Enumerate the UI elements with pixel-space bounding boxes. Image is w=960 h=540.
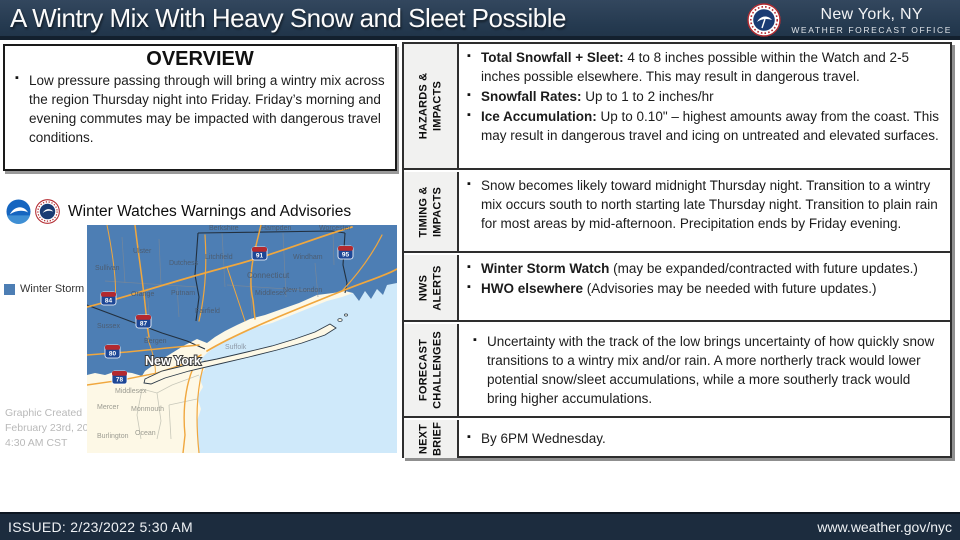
overview-title: OVERVIEW [146,48,254,70]
row-label-cell: FORECAST CHALLENGES [404,324,459,416]
county-label: Berkshire [209,225,239,232]
map-credit: Graphic Created February 23rd, 2022 4:30… [5,406,100,452]
legend-swatch [4,283,15,295]
table-row-hazards: HAZARDS & IMPACTS Total Snowfall + Sleet… [404,44,950,170]
row-content: Snow becomes likely toward midnight Thur… [459,172,950,251]
bullet-item: Snowfall Rates: Up to 1 to 2 inches/hr [465,88,942,107]
svg-text:87: 87 [140,321,148,328]
county-label: Orange [131,291,154,298]
svg-text:84: 84 [105,298,113,305]
row-label: ALERTS [430,264,443,311]
state-borders [86,230,348,350]
bullet-item: By 6PM Wednesday. [465,430,942,449]
watch-map: 84 87 80 78 91 95 Berkshire Hampden Worc… [86,224,398,454]
row-label: FORECAST [416,338,429,402]
county-label: Windham [293,254,323,261]
county-label: Ulster [133,248,152,255]
roads [86,224,398,454]
overview-bullet: Low pressure passing through will bring … [13,71,387,148]
county-label: Burlington [97,433,129,440]
bullet-item: Total Snowfall + Sleet: 4 to 8 inches po… [465,49,942,87]
bullet-item: Winter Storm Watch (may be expanded/cont… [465,260,942,279]
page-title: A Wintry Mix With Heavy Snow and Sleet P… [10,2,566,33]
overview-panel: OVERVIEW Low pressure passing through wi… [3,44,397,171]
county-label: Mercer [97,404,119,411]
row-label-cell: NWS ALERTS [404,255,459,320]
nws-logo-icon [747,3,782,37]
row-label-cell: HAZARDS & IMPACTS [404,44,459,168]
row-label: IMPACTS [430,80,443,132]
table-row-challenges: FORECAST CHALLENGES Uncertainty with the… [404,324,950,418]
county-label: Worcester [319,225,351,232]
row-content: Total Snowfall + Sleet: 4 to 8 inches po… [459,44,950,168]
county-label: Litchfield [205,254,233,261]
bullet-item: HWO elsewhere (Advisories may be needed … [465,280,942,299]
bullet-item: Ice Accumulation: Up to 0.10" – highest … [465,108,942,146]
office-text: New York, NY WEATHER FORECAST OFFICE [791,6,952,35]
city-label: New York [145,354,201,368]
county-borders [104,230,335,318]
row-content: By 6PM Wednesday. [459,420,950,458]
interstate-shields: 84 87 80 78 91 95 [100,245,354,385]
row-label-cell: NEXT BRIEF [404,420,459,458]
row-label: IMPACTS [430,186,443,237]
website-url: www.weather.gov/nyc [817,519,952,535]
header-office-block: New York, NY WEATHER FORECAST OFFICE [747,0,952,40]
noaa-logo-icon [6,199,31,224]
county-label: Monmouth [131,406,164,413]
bullet-item: Snow becomes likely toward midnight Thur… [465,177,942,234]
row-label: NWS [416,274,429,301]
county-label: Putnam [171,290,195,297]
issued-text: ISSUED: 2/23/2022 5:30 AM [8,519,193,535]
credit-line: February 23rd, 2022 [5,422,101,435]
row-label: NEXT [416,423,429,455]
svg-text:80: 80 [109,351,117,358]
map-title: Winter Watches Warnings and Advisories [68,202,352,220]
footer-bar: ISSUED: 2/23/2022 5:30 AM www.weather.go… [0,512,960,540]
county-label: Hampden [261,225,291,232]
office-name: New York, NY [820,5,923,23]
state-label: Connecticut [247,271,290,280]
row-label: TIMING & [416,185,429,238]
county-label: New London [283,287,322,294]
watch-area [87,225,397,376]
row-content: Winter Storm Watch (may be expanded/cont… [459,255,950,320]
table-row-alerts: NWS ALERTS Winter Storm Watch (may be ex… [404,255,950,322]
county-label: Dutchess [169,260,199,267]
nws-logo-small-icon [35,199,60,224]
svg-text:95: 95 [342,252,350,259]
island [344,313,348,317]
map-section-header: Winter Watches Warnings and Advisories [6,199,351,224]
county-label: Sullivan [95,265,120,272]
county-labels-cream: Suffolk Middlesex Mercer Monmouth Burlin… [97,344,247,440]
row-label: HAZARDS & [416,72,429,140]
office-subtitle: WEATHER FORECAST OFFICE [791,24,952,35]
county-label: Fairfield [195,308,220,315]
svg-text:78: 78 [116,377,124,384]
row-content: Uncertainty with the track of the low br… [459,324,950,416]
island [337,318,343,322]
header-bar: A Wintry Mix With Heavy Snow and Sleet P… [0,0,960,40]
row-label: CHALLENGES [430,331,443,409]
info-table: HAZARDS & IMPACTS Total Snowfall + Sleet… [402,42,952,458]
county-label: Ocean [135,430,156,437]
row-label-cell: TIMING & IMPACTS [404,172,459,251]
table-row-timing: TIMING & IMPACTS Snow becomes likely tow… [404,172,950,253]
credit-line: Graphic Created [5,407,83,419]
county-label: Middlesex [115,388,147,395]
table-row-next-brief: NEXT BRIEF By 6PM Wednesday. [404,420,950,458]
county-label: Middlesex [255,290,287,297]
county-labels: Berkshire Hampden Worcester Ulster Sulli… [95,225,351,345]
long-island [143,323,337,385]
svg-text:91: 91 [256,253,264,260]
row-label: BRIEF [430,422,443,456]
county-borders-nj [136,374,200,440]
credit-line: 4:30 AM CST [5,437,68,450]
county-label: Suffolk [225,344,247,351]
county-label: Bergen [144,338,167,345]
county-label: Sussex [97,323,120,330]
bullet-item: Uncertainty with the track of the low br… [471,333,942,409]
